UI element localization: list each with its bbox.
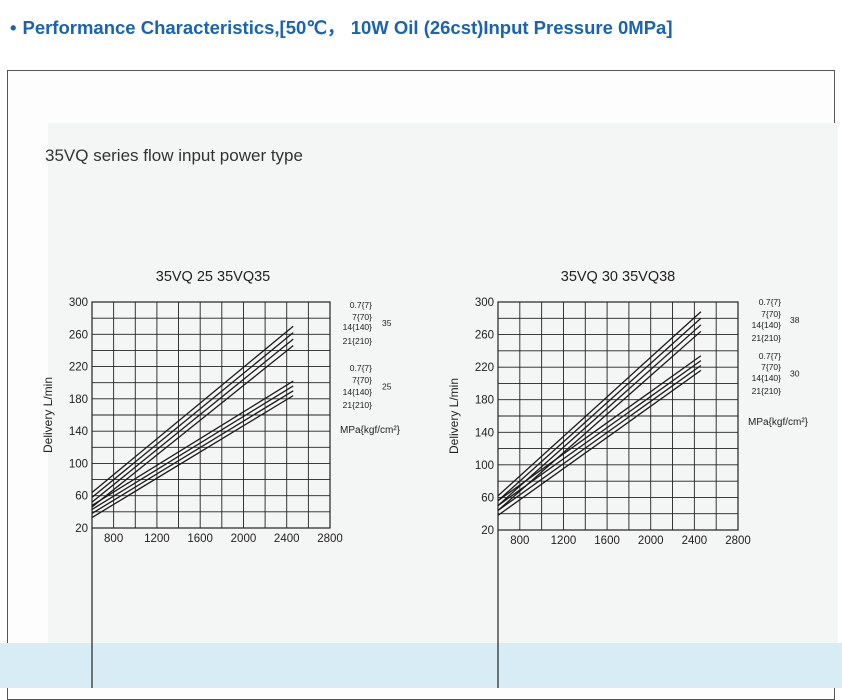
pressure-label: 0.7{7}: [350, 300, 372, 310]
pressure-label: 14{140}: [752, 373, 781, 383]
x-tick-label: 2800: [317, 533, 343, 545]
y-tick-label: 180: [475, 395, 494, 407]
x-tick-label: 800: [510, 535, 529, 547]
x-tick-label: 1200: [144, 533, 170, 545]
series-line: [91, 345, 294, 508]
y-tick-label: 20: [481, 525, 494, 537]
group-label: 30: [790, 369, 800, 379]
series-line: [497, 364, 702, 511]
x-tick-label: 2400: [682, 535, 708, 547]
y-tick-label: 300: [69, 297, 88, 309]
y-tick-label: 60: [481, 492, 494, 504]
y-tick-label: 100: [475, 460, 494, 472]
pressure-label: 21{210}: [343, 400, 372, 410]
y-tick-label: 220: [475, 362, 494, 374]
bottom-band: [0, 643, 842, 688]
group-label: 35: [382, 318, 392, 328]
series-line: [91, 390, 294, 515]
x-tick-label: 1200: [551, 535, 577, 547]
x-tick-label: 2000: [638, 535, 664, 547]
pressure-label: 21{210}: [752, 386, 781, 396]
series-line: [91, 395, 294, 519]
pressure-label: 21{210}: [752, 333, 781, 343]
y-tick-label: 100: [69, 458, 88, 470]
header-title: • Performance Characteristics,[50℃， 10W O…: [10, 14, 673, 40]
series-line: [497, 360, 702, 507]
pressure-label: 14{140}: [343, 387, 372, 397]
y-tick-label: 260: [69, 329, 88, 341]
pressure-label: 0.7{7}: [759, 351, 781, 361]
x-tick-label: 800: [104, 533, 123, 545]
series-line: [91, 380, 294, 506]
series-line: [497, 369, 702, 516]
unit-label: MPa{kgf/cm²}: [748, 417, 809, 428]
bullet-icon: •: [10, 17, 17, 38]
series-line: [497, 330, 702, 511]
pressure-label: 7{70}: [352, 312, 372, 322]
y-tick-label: 220: [69, 362, 88, 374]
x-tick-label: 1600: [594, 535, 620, 547]
header-title-text: Performance Characteristics,[50℃， 10W Oi…: [22, 17, 673, 38]
series-line: [497, 311, 702, 497]
series-line: [91, 332, 294, 498]
x-tick-label: 2000: [231, 533, 257, 545]
chart-panel-background: [48, 123, 838, 663]
pressure-label: 0.7{7}: [350, 363, 372, 373]
y-axis-label: Delivery L/min: [447, 378, 461, 454]
y-tick-label: 260: [475, 330, 494, 342]
group-label: 38: [790, 315, 800, 325]
pressure-label: 7{70}: [761, 362, 781, 372]
plot-frame: [91, 301, 331, 529]
plot-frame: [497, 301, 739, 531]
chart-title: 35VQ 25 35VQ35: [156, 269, 270, 285]
pressure-label: 14{140}: [752, 320, 781, 330]
series-line: [497, 317, 702, 502]
chart-panel: [7, 70, 838, 700]
panel-title: 35VQ series flow input power type: [45, 146, 303, 165]
series-line: [497, 324, 702, 507]
y-tick-label: 20: [75, 523, 88, 535]
chart-title: 35VQ 30 35VQ38: [561, 269, 675, 285]
page-header: • Performance Characteristics,[50℃， 10W O…: [0, 0, 842, 66]
y-tick-label: 180: [69, 394, 88, 406]
y-tick-label: 140: [69, 426, 88, 438]
unit-label: MPa{kgf/cm²}: [340, 425, 401, 436]
y-tick-label: 300: [475, 297, 494, 309]
y-tick-label: 60: [75, 491, 88, 503]
x-tick-label: 1600: [187, 533, 213, 545]
group-label: 25: [382, 382, 392, 392]
series-line: [91, 338, 294, 503]
pressure-label: 21{210}: [343, 336, 372, 346]
series-line: [91, 385, 294, 510]
x-tick-label: 2800: [725, 535, 751, 547]
y-axis-label: Delivery L/min: [41, 377, 55, 453]
pressure-label: 0.7{7}: [759, 297, 781, 307]
y-tick-label: 140: [475, 427, 494, 439]
pressure-label: 14{140}: [343, 322, 372, 332]
pressure-label: 7{70}: [352, 375, 372, 385]
series-line: [497, 355, 702, 502]
x-tick-label: 2400: [274, 533, 300, 545]
pressure-label: 7{70}: [761, 309, 781, 319]
series-line: [91, 325, 294, 493]
